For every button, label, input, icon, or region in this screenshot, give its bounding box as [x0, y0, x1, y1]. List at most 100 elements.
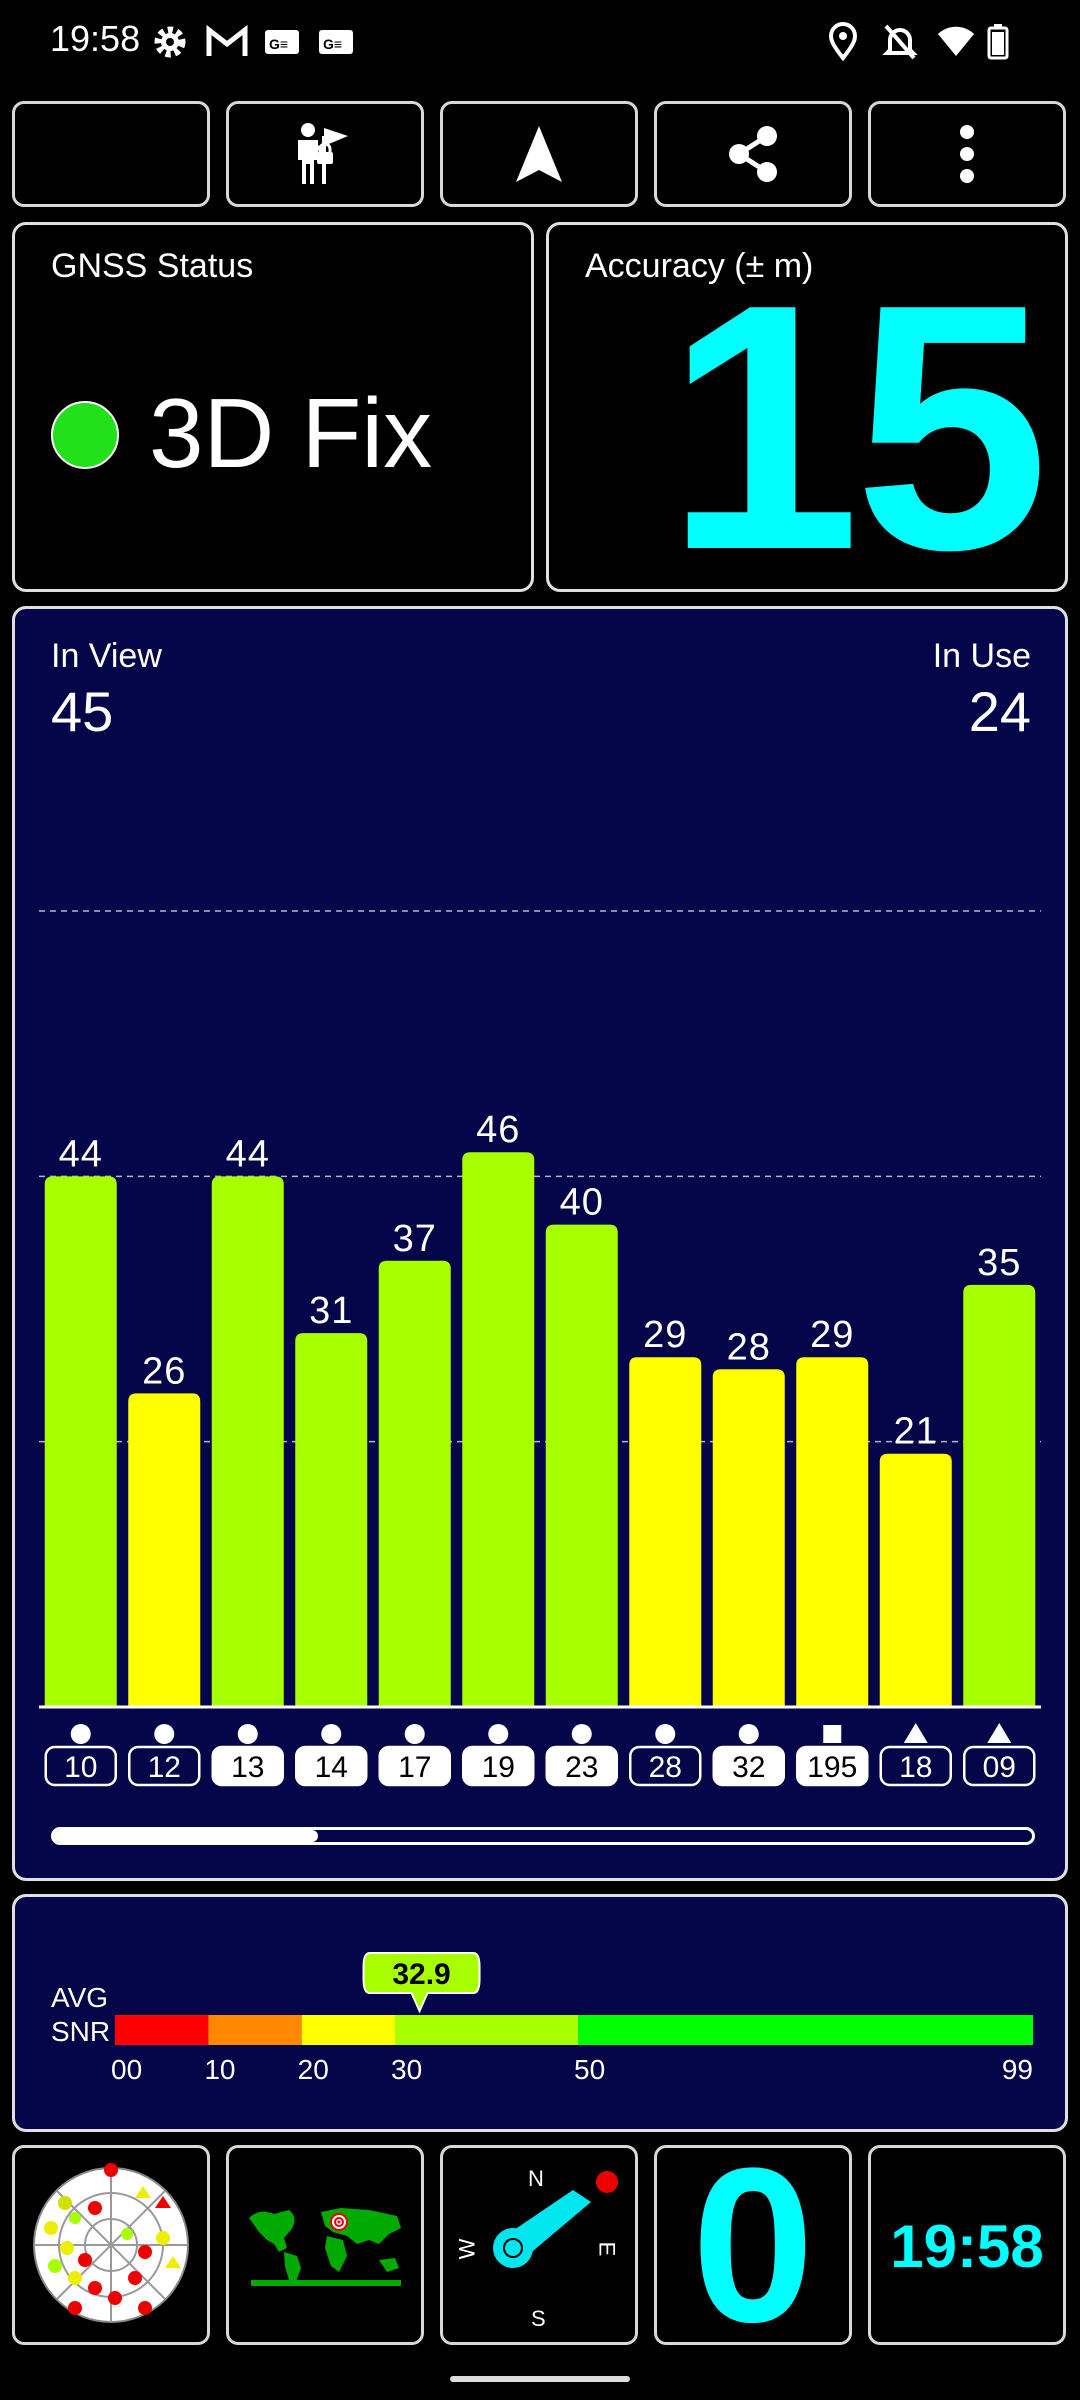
share-icon	[729, 126, 777, 182]
sky-plot-icon	[33, 2163, 189, 2323]
signal-bar	[545, 1224, 618, 1707]
avg-snr-value: 32.9	[392, 1958, 450, 1991]
navigation-button[interactable]	[440, 101, 638, 207]
satellite-prn-box	[712, 1745, 785, 1787]
lock-icon	[317, 143, 333, 164]
constellation-marker	[571, 1724, 592, 1744]
bar-value-label: 44	[226, 1133, 270, 1175]
satellite-prn-box	[545, 1745, 618, 1787]
snr-tick-label: 00	[111, 2054, 142, 2085]
satellite-prn-label: 23	[565, 1751, 598, 1784]
more-vert-icon	[960, 125, 974, 183]
in-use-label: In Use	[932, 637, 1031, 675]
status-time: 19:58	[50, 18, 141, 59]
compass-south: S	[531, 2306, 546, 2331]
avg-snr-label: AVG SNR	[51, 1981, 110, 2049]
signal-bar	[712, 1369, 785, 1707]
bar-value-label: 29	[810, 1314, 854, 1356]
satellite-signal-panel[interactable]: In View 45 In Use 24 44 10 26 12 44 13 31 14 37 1…	[12, 606, 1068, 1881]
signal-bar	[462, 1152, 535, 1707]
satellite-prn-label: 32	[732, 1751, 765, 1784]
signal-bar	[796, 1357, 869, 1707]
snr-scale-segment	[208, 2015, 302, 2045]
satellite-prn-box	[879, 1745, 952, 1787]
in-view-label: In View	[51, 637, 162, 675]
satellite-prn-label: 17	[398, 1751, 431, 1784]
snr-scale-segment	[115, 2015, 209, 2045]
accuracy-panel[interactable]: Accuracy (± m) 15	[546, 222, 1068, 603]
signal-bar	[211, 1176, 284, 1707]
avg-snr-scale: 00 10 20 30 50 99 32.9	[111, 1952, 1033, 2085]
bar-value-label: 44	[59, 1133, 103, 1175]
satellite-prn-label: 195	[807, 1751, 857, 1784]
sky-plot-tile[interactable]	[12, 2145, 210, 2345]
in-view-count: 45	[51, 680, 114, 743]
accuracy-value: 15	[665, 232, 1049, 623]
more-options-button[interactable]	[868, 101, 1066, 207]
gnss-fix-value: 3D Fix	[149, 378, 433, 488]
constellation-marker	[321, 1724, 342, 1744]
satellite-prn-box	[295, 1745, 368, 1787]
satellite-prn-label: 19	[482, 1751, 515, 1784]
bar-value-label: 37	[393, 1218, 437, 1260]
world-map-tile[interactable]	[226, 2145, 424, 2345]
svg-text:G≡: G≡	[323, 36, 342, 52]
compass-tile[interactable]: N E S W	[440, 2145, 638, 2345]
gesture-nav-handle[interactable]	[450, 2376, 630, 2382]
constellation-marker	[154, 1724, 175, 1744]
bar-value-label: 46	[476, 1109, 520, 1151]
wifi-icon	[938, 26, 974, 56]
status-bar: 19:58 G≡ G≡	[0, 0, 1080, 88]
chart-scrollbar-track[interactable]	[51, 1827, 1035, 1845]
speed-tile[interactable]: 0	[654, 2145, 852, 2345]
news-icon: G≡	[265, 30, 299, 54]
satellite-prn-box	[963, 1745, 1036, 1787]
gnss-status-panel[interactable]: GNSS Status 3D Fix	[12, 222, 534, 592]
bar-value-label: 31	[309, 1290, 353, 1332]
signal-bar	[963, 1284, 1036, 1707]
waypoint-button[interactable]	[226, 101, 424, 207]
night-mode-button[interactable]	[12, 101, 210, 207]
world-map-icon	[249, 2208, 401, 2286]
lock-icon	[531, 143, 547, 164]
satellite-prn-box	[44, 1745, 117, 1787]
gnss-status-label: GNSS Status	[51, 247, 254, 285]
snr-scale-segment	[578, 2015, 1033, 2045]
satellite-prn-box	[796, 1745, 869, 1787]
speed-value: 0	[691, 2145, 815, 2345]
avg-snr-panel[interactable]: AVG SNR 00 10 20 30 50 99 32.9	[12, 1894, 1068, 2132]
constellation-marker	[823, 1725, 842, 1743]
satellite-prn-box	[462, 1745, 535, 1787]
bar-value-label: 40	[560, 1182, 604, 1224]
gear-icon	[154, 26, 186, 58]
signal-bar	[128, 1393, 201, 1707]
chart-scrollbar-thumb[interactable]	[54, 1830, 319, 1842]
constellation-marker	[738, 1724, 759, 1744]
compass-north: N	[528, 2166, 544, 2191]
constellation-marker	[488, 1724, 509, 1744]
share-button[interactable]	[654, 101, 852, 207]
in-use-count: 24	[968, 680, 1031, 743]
bar-value-label: 21	[894, 1411, 938, 1453]
news-icon: G≡	[319, 30, 353, 54]
satellite-prn-box	[128, 1745, 201, 1787]
bar-value-label: 35	[977, 1242, 1021, 1284]
satellite-prn-label: 14	[315, 1751, 348, 1784]
avg-snr-label-line1: AVG	[51, 1982, 109, 2013]
satellite-prn-label: 18	[899, 1751, 932, 1784]
signal-bar	[629, 1357, 702, 1707]
clock-tile[interactable]: 19:58	[868, 2145, 1066, 2345]
accuracy-label: Accuracy (± m)	[585, 247, 814, 285]
constellation-marker	[237, 1724, 258, 1744]
satellite-prn-label: 09	[983, 1751, 1016, 1784]
battery-icon	[987, 24, 1009, 60]
constellation-marker	[70, 1724, 91, 1744]
snr-tick-label: 20	[298, 2054, 329, 2085]
signal-bar	[879, 1453, 952, 1707]
constellation-marker	[404, 1724, 425, 1744]
snr-tick-label: 10	[204, 2054, 235, 2085]
snr-tick-label: 30	[391, 2054, 422, 2085]
location-icon	[828, 22, 858, 62]
snr-bar-chart: 44 10 26 12 44 13 31 14 37 17 46 19 40 23 29 28 28 32 29 19…	[39, 910, 1041, 1787]
signal-bar	[378, 1260, 451, 1707]
